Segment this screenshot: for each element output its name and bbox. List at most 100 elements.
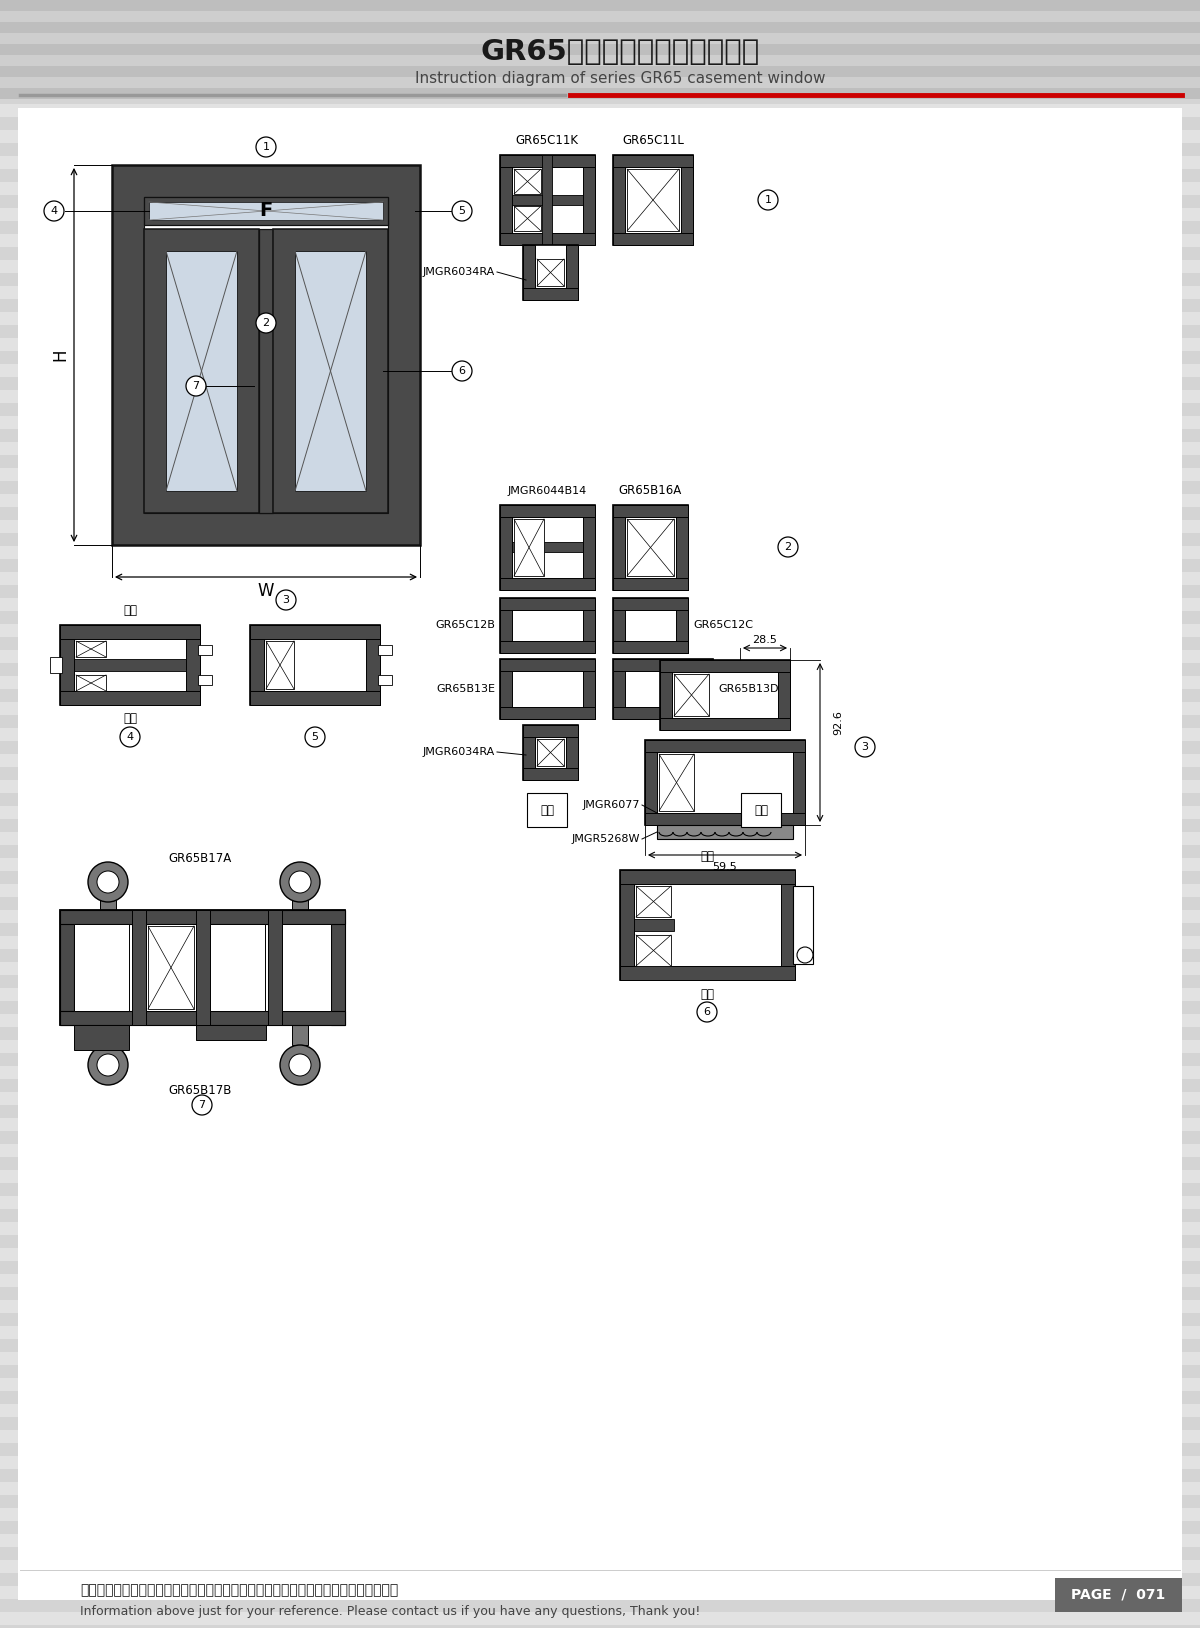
Bar [613, 505, 625, 589]
Bar [0, 1495, 1200, 1508]
Bar [0, 689, 1200, 702]
Bar [613, 707, 713, 720]
Text: JMGR6034RA: JMGR6034RA [422, 747, 496, 757]
Bar [613, 659, 713, 720]
Bar [500, 597, 595, 653]
Bar [250, 625, 380, 705]
Bar [628, 519, 674, 576]
Text: 2: 2 [263, 317, 270, 327]
Circle shape [305, 728, 325, 747]
Bar [500, 505, 595, 589]
Text: F: F [259, 202, 272, 220]
Bar [0, 88, 1200, 99]
Text: 图中所示型材截面、装配、编号、尺寸及重量仅供参考。如有疑问，请向本公司查询。: 图中所示型材截面、装配、编号、尺寸及重量仅供参考。如有疑问，请向本公司查询。 [80, 1582, 398, 1597]
Bar [613, 659, 713, 671]
Bar [74, 659, 186, 671]
Circle shape [452, 361, 472, 381]
Bar [0, 169, 1200, 182]
Bar [523, 288, 578, 300]
Bar [0, 1612, 1200, 1625]
Bar [198, 676, 212, 685]
Text: JMGR6034RA: JMGR6034RA [422, 267, 496, 277]
Bar [186, 625, 200, 705]
Text: GR65B13E: GR65B13E [436, 684, 496, 694]
Bar [500, 707, 595, 720]
Bar [0, 1560, 1200, 1573]
Bar [0, 208, 1200, 221]
Bar [0, 326, 1200, 339]
Bar [634, 918, 674, 931]
Text: 室外: 室外 [124, 713, 137, 726]
Bar [0, 0, 1200, 11]
Bar [196, 1026, 266, 1040]
Bar [148, 926, 194, 1009]
Bar [0, 493, 1200, 506]
Bar [613, 597, 625, 653]
Bar [0, 480, 1200, 493]
Bar [628, 169, 679, 231]
Circle shape [120, 728, 140, 747]
Bar [50, 658, 62, 672]
Bar [198, 645, 212, 654]
Bar [0, 506, 1200, 519]
Bar [566, 724, 578, 780]
Bar [0, 1534, 1200, 1547]
Bar [0, 65, 1200, 78]
Bar [0, 741, 1200, 754]
Bar [0, 247, 1200, 260]
Bar [646, 812, 805, 825]
Bar [0, 845, 1200, 858]
Bar [0, 571, 1200, 584]
Bar [144, 230, 259, 513]
Bar [660, 718, 790, 729]
Bar [0, 975, 1200, 988]
Bar [646, 741, 805, 825]
Bar [646, 741, 805, 752]
Bar [0, 26, 1200, 39]
Bar [500, 155, 512, 244]
Bar [500, 597, 595, 610]
Bar [523, 724, 578, 737]
Bar [0, 597, 1200, 610]
Bar [538, 739, 564, 767]
Bar [660, 659, 790, 729]
Bar [0, 1573, 1200, 1586]
Bar [0, 1197, 1200, 1210]
Bar [0, 1338, 1200, 1351]
Bar [0, 441, 1200, 454]
Bar [0, 923, 1200, 936]
Circle shape [778, 537, 798, 557]
FancyBboxPatch shape [527, 793, 568, 827]
Bar [60, 625, 74, 705]
Bar [0, 663, 1200, 676]
Text: 3: 3 [282, 594, 289, 606]
Bar [0, 1262, 1200, 1275]
Bar [0, 1403, 1200, 1416]
Text: JMGR6077: JMGR6077 [582, 799, 640, 811]
Bar [0, 910, 1200, 923]
Bar [60, 625, 200, 705]
Bar [0, 1210, 1200, 1223]
Bar [613, 505, 688, 589]
Bar [0, 23, 1200, 33]
Bar [0, 1508, 1200, 1521]
Bar [60, 910, 74, 1026]
Bar [132, 910, 146, 1026]
Circle shape [256, 313, 276, 334]
Bar [0, 1249, 1200, 1262]
Bar [620, 869, 796, 884]
Text: 5: 5 [458, 207, 466, 217]
Bar [0, 1027, 1200, 1040]
Bar [0, 676, 1200, 689]
Bar [0, 637, 1200, 650]
Circle shape [276, 589, 296, 610]
Bar [0, 274, 1200, 287]
Text: PAGE  /  071: PAGE / 071 [1070, 1587, 1165, 1602]
Bar [0, 130, 1200, 143]
Bar [0, 793, 1200, 806]
Bar [0, 1053, 1200, 1066]
Bar [0, 819, 1200, 832]
Bar [542, 155, 552, 244]
Bar [0, 884, 1200, 897]
Text: 3: 3 [862, 742, 869, 752]
